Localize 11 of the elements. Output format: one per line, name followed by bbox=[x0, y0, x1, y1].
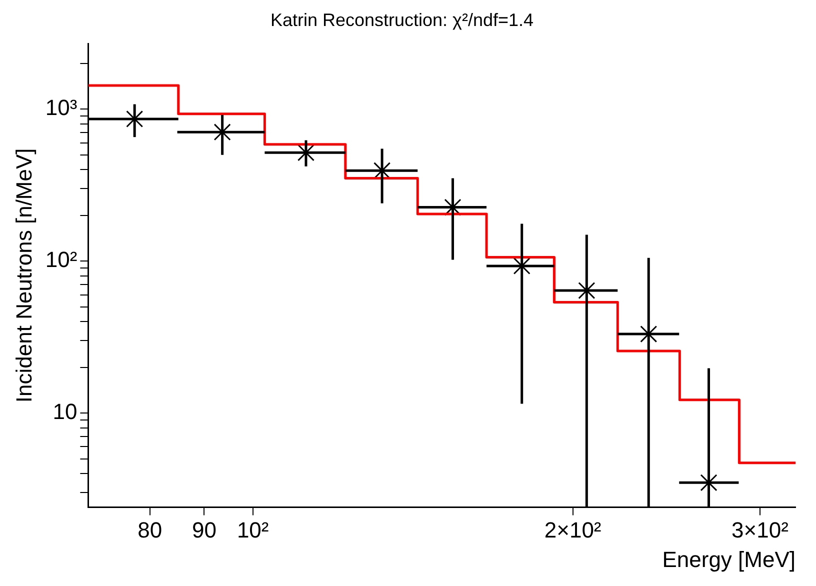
y-axis-title: Incident Neutrons [n/MeV] bbox=[11, 148, 36, 403]
x-tick-label: 10² bbox=[236, 517, 269, 542]
y-tick-label: 10 bbox=[52, 399, 78, 424]
x-tick-label: 80 bbox=[138, 517, 162, 542]
y-tick-label: 10² bbox=[45, 247, 78, 272]
x-tick-label: 2×10² bbox=[544, 517, 602, 542]
y-tick-label: 10³ bbox=[45, 95, 78, 120]
x-tick-label: 3×10² bbox=[732, 517, 788, 542]
x-tick-label: 90 bbox=[192, 517, 216, 542]
chart-title: Katrin Reconstruction: χ²/ndf=1.4 bbox=[270, 10, 534, 30]
x-axis-title: Energy [MeV] bbox=[662, 546, 796, 572]
